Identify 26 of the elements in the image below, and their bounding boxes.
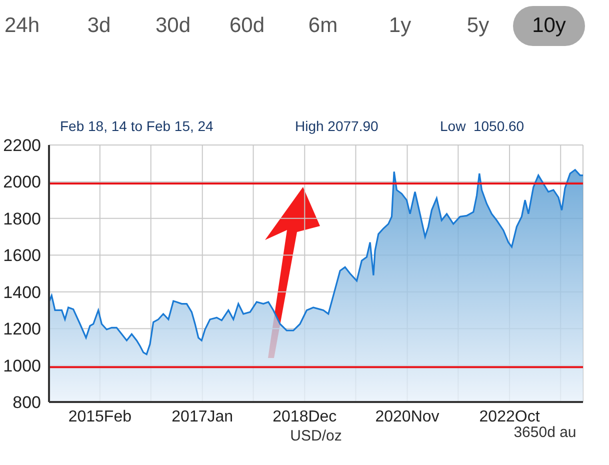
text: 5y [466,13,490,39]
y-tick-label: 800 [12,393,41,412]
y-tick-label: 1000 [3,356,41,376]
text: 6m [307,13,339,39]
y-tick-label: 1600 [3,246,41,266]
y-tick-label: 1200 [3,320,41,339]
text: 30d [154,13,192,39]
x-tick-label: 2018Dec [272,408,337,426]
text: Low 1050.60 [440,118,524,134]
text: 1y [388,13,412,39]
y-tick-label: 2200 [3,136,41,156]
x-tick-label: 2020Nov [375,408,440,426]
text: 3650d au [514,424,576,441]
y-tick-label: 1800 [3,209,41,228]
text: High 2077.90 [295,118,379,134]
text: 24h [3,13,41,39]
y-tick-label: 1400 [3,282,41,302]
y-tick-label: 2000 [3,172,41,192]
x-tick-label: 2017Jan [172,408,234,426]
text: 10y [513,6,585,46]
text: 60d [228,13,266,39]
text: 3d [86,13,112,39]
x-tick-label: 2022Oct [479,408,540,426]
x-axis-title: USD/oz [290,428,342,445]
chart-title: Feb 18, 14 to Feb 15, 24 [60,118,214,134]
x-tick-label: 2015Feb [68,408,132,426]
